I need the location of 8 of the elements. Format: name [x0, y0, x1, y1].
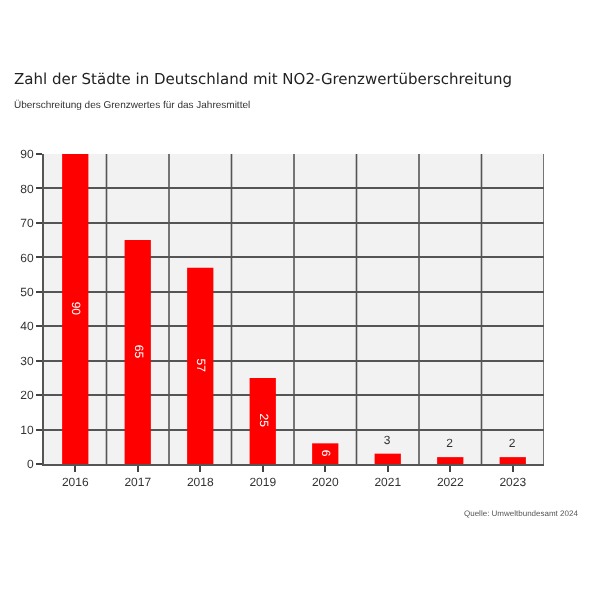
bar [499, 457, 526, 464]
bar [249, 377, 276, 464]
bar [312, 443, 339, 464]
bar [187, 267, 214, 464]
bar [124, 240, 151, 464]
bar [437, 457, 464, 464]
bar [62, 154, 89, 464]
bar [374, 453, 401, 464]
